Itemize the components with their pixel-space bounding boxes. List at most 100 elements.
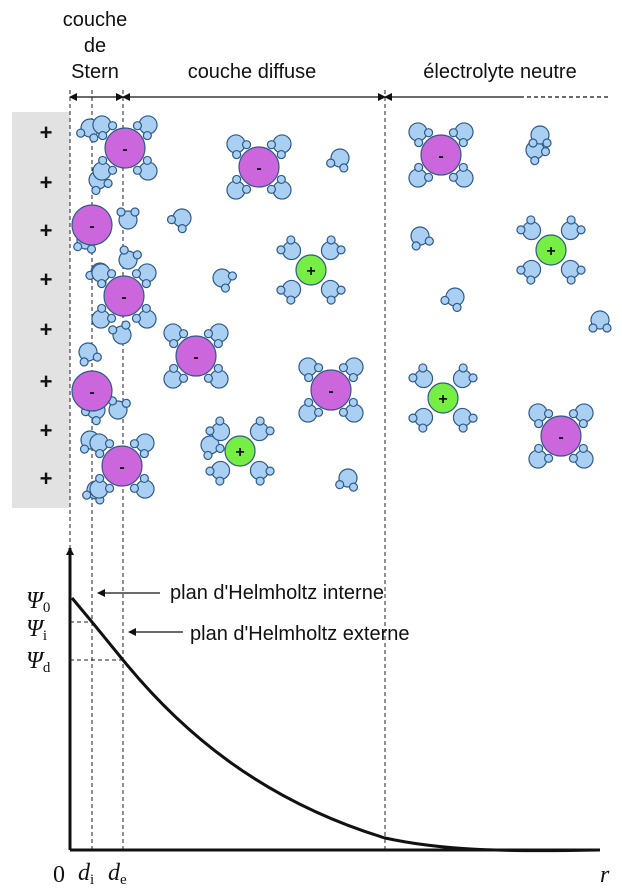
water-molecule (92, 155, 118, 181)
water-molecule (298, 397, 324, 423)
electrode-charge: + (40, 218, 53, 243)
hydrogen-atom (203, 373, 214, 383)
water-molecule (452, 363, 478, 389)
hydrogen-atom (215, 476, 225, 486)
hydrogen-atom (169, 363, 179, 374)
water-molecule (91, 303, 117, 329)
cation-ion: + (276, 235, 346, 305)
oxygen-atom (560, 259, 581, 280)
oxygen-atom (344, 357, 364, 377)
d-i-label: di (78, 860, 94, 888)
hydrogen-atom (107, 121, 118, 131)
water-molecule (205, 416, 231, 442)
water-molecule (338, 397, 364, 423)
hydrogen-atom (178, 373, 189, 383)
cation-sphere (535, 234, 567, 266)
oxygen-atom (112, 325, 132, 345)
oxygen-atom (574, 403, 594, 423)
stern-label-line1: couche (63, 9, 128, 31)
hydrogen-atom (108, 325, 118, 335)
water-molecule (276, 235, 302, 261)
hydrogen-atom (141, 278, 151, 289)
hydrogen-atom (458, 363, 468, 373)
hydrogen-atom (266, 184, 277, 194)
oxygen-atom (118, 250, 138, 270)
hydrogen-atom (142, 130, 152, 141)
hydrogen-atom (458, 137, 468, 148)
water-molecule (166, 208, 192, 234)
hydrogen-atom (95, 473, 105, 484)
water-molecule (528, 403, 554, 429)
hydrogen-atom (414, 137, 424, 148)
anion-sphere (540, 415, 582, 457)
water-molecule (408, 407, 434, 433)
hydrogen-atom (326, 158, 336, 168)
water-molecule (129, 473, 155, 499)
hydrogen-atom (241, 184, 252, 194)
psi-d-label: Ψd (26, 648, 51, 676)
water-molecule (131, 303, 157, 329)
water-molecule (516, 259, 542, 285)
oxygen-atom (281, 279, 302, 300)
water-molecule (448, 162, 474, 188)
water-molecule (205, 460, 231, 486)
hydrogen-atom (76, 128, 86, 138)
hydrogen-atom (313, 363, 324, 373)
hydrogen-atom (132, 165, 143, 175)
oxygen-atom (138, 115, 158, 135)
hydrogen-atom (166, 215, 177, 225)
anion-sign: - (89, 218, 94, 235)
hydrogen-atom (566, 275, 576, 285)
hydrogen-atom (440, 295, 450, 306)
oxygen-atom (249, 460, 270, 481)
hydrogen-atom (335, 480, 345, 490)
hydrogen-atom (348, 372, 358, 383)
hydrogen-atom (338, 407, 349, 417)
d-e-label: de (108, 860, 127, 888)
hydrogen-atom (141, 303, 151, 314)
electrode-charge: + (40, 466, 53, 491)
hydrogen-atom (326, 295, 336, 305)
electrode-surface (12, 112, 70, 508)
hydrogen-atom (131, 269, 142, 279)
hydrogen-atom (79, 444, 90, 454)
oxygen-atom (344, 403, 364, 423)
hydrogen-atom (568, 453, 579, 463)
electrode-charge: + (40, 120, 53, 145)
water-molecule (516, 215, 542, 241)
oxygen-atom (452, 407, 473, 428)
hydrogen-atom (588, 323, 598, 333)
anion-sign: - (121, 289, 126, 306)
hydrogen-atom (129, 483, 140, 493)
oxygen-atom (298, 357, 318, 377)
hydrogen-atom (276, 245, 286, 255)
water-molecule (249, 416, 275, 442)
anion-sphere (310, 369, 352, 411)
r-axis-label: r (600, 862, 610, 888)
water-molecule (568, 403, 594, 429)
oxygen-atom (210, 460, 231, 481)
oxygen-atom (89, 433, 109, 453)
hydrogen-atom (338, 363, 349, 373)
hydrogen-atom (543, 409, 554, 419)
water-molecule (326, 148, 350, 173)
water-molecule (78, 342, 102, 367)
hydrogen-atom (106, 313, 117, 323)
water-molecule (163, 323, 189, 349)
oxygen-atom (408, 168, 428, 188)
hydrogen-atom (91, 185, 101, 196)
hydrogen-atom (130, 207, 140, 217)
hydrogen-atom (121, 320, 131, 330)
hydrogen-atom (89, 133, 99, 143)
water-molecule (338, 357, 364, 383)
water-molecule (528, 443, 554, 469)
electrode-charge: + (40, 267, 53, 292)
anion-ion: - (226, 134, 292, 200)
hydrogen-atom (418, 423, 428, 433)
hydrogen-atom (602, 323, 612, 333)
hydrogen-atom (276, 285, 286, 295)
water-molecule (528, 125, 552, 148)
oxygen-atom (452, 368, 473, 389)
anion-sign: - (122, 141, 127, 158)
hydrogen-atom (215, 416, 225, 426)
